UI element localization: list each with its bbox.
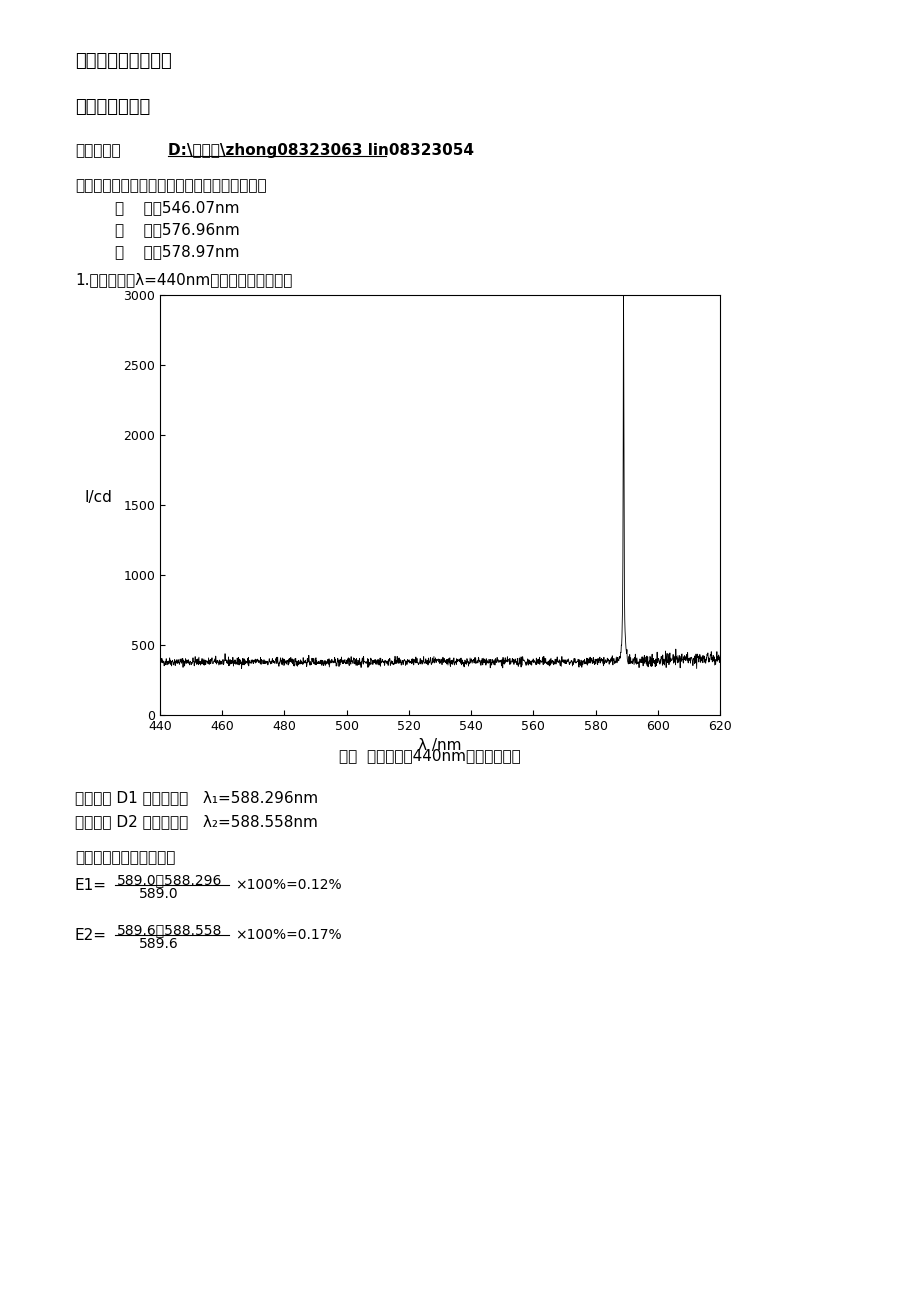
Text: 图一  起始波长为440nm时的那光谱线: 图一 起始波长为440nm时的那光谱线: [339, 749, 520, 763]
Text: 绿    色：546.07nm: 绿 色：546.07nm: [115, 201, 239, 215]
Text: 589.6: 589.6: [139, 937, 178, 950]
Text: 黄    色：578.97nm: 黄 色：578.97nm: [115, 243, 239, 259]
Text: 一．钠原子光谱: 一．钠原子光谱: [75, 98, 150, 116]
Text: 与标准值的相对误差为：: 与标准值的相对误差为：: [75, 850, 176, 865]
Text: 钠双黄线 D2 的波长为：   λ₂=588.558nm: 钠双黄线 D2 的波长为： λ₂=588.558nm: [75, 814, 318, 829]
Text: 【数据记录与处理】: 【数据记录与处理】: [75, 52, 172, 70]
Text: 黄    色：576.96nm: 黄 色：576.96nm: [115, 223, 240, 237]
Text: E1=: E1=: [75, 878, 107, 892]
Text: 钠双黄线 D1 的波长为：   λ₁=588.296nm: 钠双黄线 D1 的波长为： λ₁=588.296nm: [75, 790, 318, 805]
X-axis label: λ /nm: λ /nm: [418, 738, 461, 754]
Text: 589.0: 589.0: [139, 887, 178, 901]
Text: ×100%=0.12%: ×100%=0.12%: [234, 878, 341, 892]
Text: 589.6－588.558: 589.6－588.558: [117, 923, 222, 937]
Text: 定标时参考的汞灯发射光谱的标准谱线波长值：: 定标时参考的汞灯发射光谱的标准谱线波长值：: [75, 178, 267, 193]
Text: E2=: E2=: [75, 927, 107, 943]
Text: 589.0－588.296: 589.0－588.296: [117, 874, 222, 887]
Text: ×100%=0.17%: ×100%=0.17%: [234, 928, 341, 943]
Text: 数据路径：: 数据路径：: [75, 143, 120, 158]
Y-axis label: I/cd: I/cd: [85, 490, 112, 505]
Text: D:\光信息\zhong08323063 lin08323054: D:\光信息\zhong08323063 lin08323054: [168, 143, 473, 158]
Text: 1.起始波长为λ=440nm时，钠光谱线如下：: 1.起始波长为λ=440nm时，钠光谱线如下：: [75, 272, 292, 286]
